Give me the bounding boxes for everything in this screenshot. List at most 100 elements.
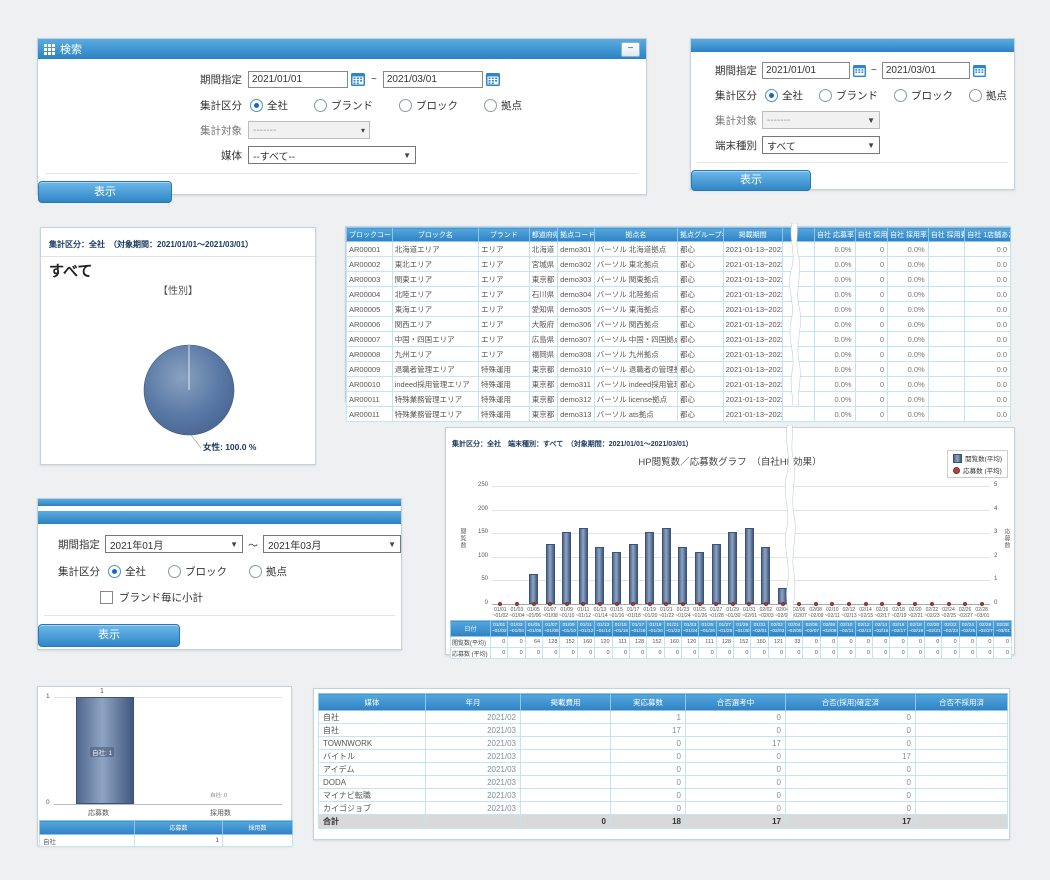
cell: 121 (767, 636, 787, 648)
radio-icon[interactable] (765, 89, 778, 102)
cell: 東京都 (528, 406, 559, 422)
cell: 特殊運用 (477, 376, 530, 392)
show-button[interactable]: 表示 (38, 624, 180, 647)
cell: 都心 (676, 406, 724, 422)
calendar-icon[interactable] (853, 64, 866, 77)
date-to-input[interactable]: 2021/03/01 (881, 62, 970, 79)
cell: 0 (685, 723, 786, 737)
radio-icon[interactable] (250, 99, 263, 112)
radio-option-ブランド[interactable]: ブランド (819, 88, 878, 103)
cell (915, 723, 1008, 737)
cell (927, 331, 966, 347)
cell: 東京都 (528, 376, 559, 392)
cell: 特殊運用 (477, 406, 530, 422)
column-header: 01/13 ~01/14 (594, 620, 613, 637)
cell: demo310 (557, 361, 595, 377)
show-button[interactable]: 表示 (38, 181, 172, 203)
show-button[interactable]: 表示 (691, 170, 811, 191)
radio-option-ブロック[interactable]: ブロック (399, 98, 458, 113)
y-left-tick: 150 (477, 529, 488, 536)
radio-option-全社[interactable]: 全社 (765, 88, 803, 103)
date-to-input[interactable]: 2021/03/01 (382, 71, 483, 88)
radio-icon[interactable] (819, 89, 832, 102)
radio-option-ブロック[interactable]: ブロック (894, 88, 953, 103)
radio-option-拠点[interactable]: 拠点 (969, 88, 1007, 103)
cell: 東京都 (528, 361, 559, 377)
brand-subtotal-checkbox[interactable] (100, 591, 113, 604)
radio-icon[interactable] (399, 99, 412, 112)
mini-chart-panel: 1 0 1 自社: 1 自社: 0 応募数 採用数 応募数 採用数 自社 1 (37, 686, 293, 847)
media-select[interactable]: --すべて-- ▼ (248, 146, 416, 164)
gender-pie-chart (143, 344, 235, 449)
column-header: 掲載期間 (722, 227, 783, 242)
calendar-icon[interactable] (351, 73, 365, 86)
target-select[interactable]: ------- ▼ (762, 111, 880, 129)
radio-option-ブロック[interactable]: ブロック (168, 564, 227, 579)
table-row: AR00007 中国・四国エリア エリア 広島県 demo307 バーソル 中国・四国拠点… (346, 331, 1011, 347)
calendar-icon[interactable] (485, 73, 500, 86)
minimize-button[interactable]: − (621, 41, 640, 57)
table-header-row: 応募数 採用数 (39, 820, 293, 835)
date-from-input[interactable]: 2021/01/01 (762, 62, 850, 79)
radio-option-ブランド[interactable]: ブランド (314, 98, 373, 113)
month-from-select[interactable]: 2021年01月 ▼ (105, 535, 243, 553)
table-row: AR00002 東北エリア エリア 宮城県 demo302 バーソル 東北拠点 都心 2021… (346, 256, 1011, 272)
column-header: 01/07 ~01/08 (542, 620, 561, 637)
cell: 0.0% (814, 361, 856, 377)
device-select[interactable]: すべて ▼ (762, 136, 880, 154)
month-to-select[interactable]: 2021年03月 ▼ (263, 535, 401, 553)
x-axis-label: 応募数 (88, 810, 109, 817)
y-right-tick: 0 (994, 600, 998, 606)
cell: 0 (923, 636, 943, 648)
cell: AR00008 (346, 346, 393, 362)
cell: 2021/03 (425, 788, 521, 802)
radio-option-拠点[interactable]: 拠点 (249, 564, 287, 579)
radio-icon[interactable] (969, 89, 982, 102)
column-header: 01/21 ~01/22 (663, 620, 682, 637)
cell: 自社 (318, 723, 426, 737)
cell: 特殊業務管理エリア (391, 391, 479, 407)
column-header: 01/29 ~01/30 (733, 620, 752, 637)
date-from-input[interactable]: 2021/01/01 (248, 71, 348, 88)
column-header: 01/09 ~01/10 (559, 620, 578, 637)
cell: バーソル 北陸拠点 (593, 286, 678, 302)
x-axis-label: 02/18 ~02/19 (890, 607, 907, 619)
x-axis-label: 02/20 ~02/21 (907, 607, 924, 619)
cell: 0 (610, 736, 686, 750)
cell: 0.0 (964, 286, 1011, 302)
cell: 152 (559, 636, 578, 648)
cell: エリア (477, 331, 530, 347)
cell: 0 (611, 647, 630, 659)
cell: 0 (854, 406, 889, 422)
radio-option-拠点[interactable]: 拠点 (484, 98, 522, 113)
cell: 0.0 (964, 301, 1011, 317)
hp-bar-chart: 0 0 50 1 100 2 150 3 200 4 250 5 01/01 ~01/02 01/03 ~01… (446, 428, 1016, 620)
radio-option-全社[interactable]: 全社 (250, 98, 288, 113)
hp-chart-legend: 閲覧数(平均) 応募数 (平均) (947, 450, 1008, 478)
cell: 0 (610, 788, 686, 802)
x-axis-label: 02/24 ~02/25 (940, 607, 957, 619)
device-label: 端末種別 (715, 139, 757, 152)
cell: 0 (993, 647, 1012, 659)
radio-icon[interactable] (894, 89, 907, 102)
radio-icon[interactable] (249, 565, 262, 578)
column-header: 拠点コード (557, 227, 595, 242)
radio-icon[interactable] (314, 99, 327, 112)
radio-icon[interactable] (484, 99, 497, 112)
media-label: 媒体 (221, 149, 242, 162)
target-select[interactable]: ------- ▾ (248, 121, 370, 139)
applications-dot (963, 602, 968, 606)
cell: AR00004 (346, 286, 393, 302)
radio-icon[interactable] (168, 565, 181, 578)
cell: indeed採用管理エリア (391, 376, 479, 392)
cell: 128 (542, 636, 561, 648)
cell: 北海道 (528, 241, 559, 257)
calendar-icon[interactable] (972, 64, 986, 77)
radio-option-全社[interactable]: 全社 (108, 564, 146, 579)
column-header: 自社 採用費用 (927, 227, 966, 242)
views-bar (678, 547, 688, 604)
cell: 0.0% (814, 271, 856, 287)
radio-icon[interactable] (108, 565, 121, 578)
cell: 0 (767, 647, 787, 659)
cell: 0 (802, 647, 821, 659)
